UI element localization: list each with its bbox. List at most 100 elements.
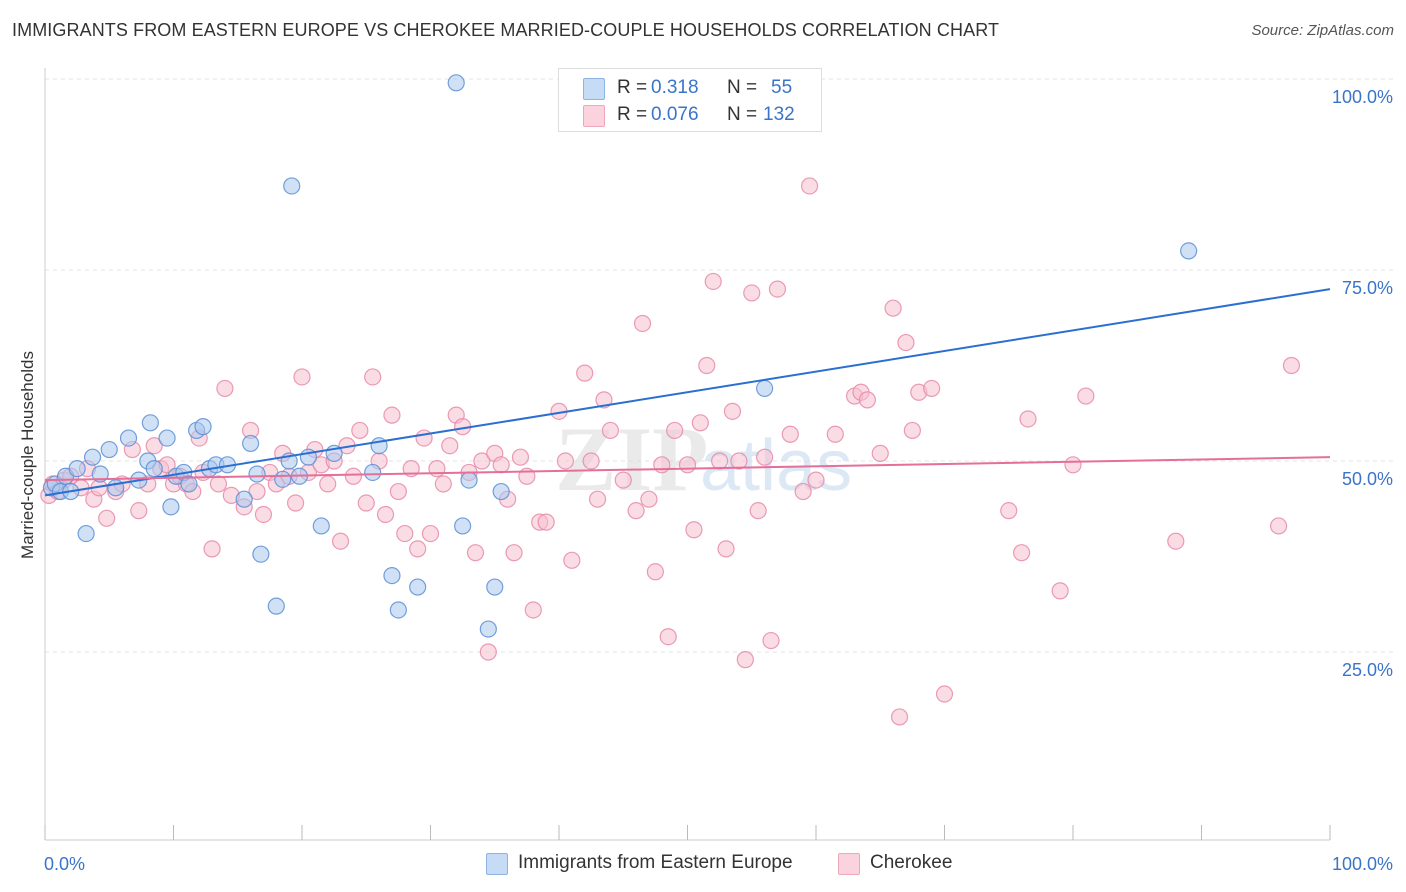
data-point <box>389 482 407 501</box>
legend-r-label: R = <box>617 104 648 125</box>
data-point <box>91 465 109 483</box>
data-point <box>396 524 414 543</box>
data-point <box>653 456 671 474</box>
y-tick-label: 100.0% <box>1332 87 1393 107</box>
data-point <box>180 475 198 493</box>
data-point <box>685 521 703 539</box>
data-point <box>492 482 510 501</box>
axes <box>44 68 1331 841</box>
data-point <box>415 429 433 447</box>
legend-r-value: 0.076 <box>651 104 699 125</box>
data-point <box>884 299 902 317</box>
data-point <box>447 74 465 92</box>
data-point <box>441 437 459 455</box>
data-point <box>723 402 742 420</box>
data-point <box>434 475 452 493</box>
data-point <box>736 651 754 669</box>
data-point <box>659 628 677 646</box>
data-point <box>755 379 774 398</box>
data-point <box>858 391 877 409</box>
data-point <box>466 544 485 562</box>
data-point <box>871 444 889 462</box>
data-point <box>1282 356 1301 375</box>
data-point <box>162 498 180 516</box>
data-point <box>627 502 645 520</box>
data-point <box>1064 456 1082 474</box>
bottom-legend-label: Immigrants from Eastern Europe <box>518 852 793 873</box>
y-tick-label: 75.0% <box>1342 278 1393 298</box>
data-point <box>1180 242 1198 260</box>
data-point <box>252 545 270 563</box>
data-point <box>576 364 594 382</box>
data-point <box>421 524 440 543</box>
data-point <box>364 368 382 386</box>
data-point <box>351 421 369 440</box>
data-point <box>646 563 664 581</box>
data-point <box>98 509 116 527</box>
data-point <box>248 465 266 483</box>
y-tick-label: 50.0% <box>1342 469 1393 489</box>
cherokee-points <box>40 177 1301 726</box>
x-tick-label: 100.0% <box>1332 854 1393 874</box>
data-point <box>293 368 311 386</box>
data-point <box>1269 517 1288 535</box>
data-point <box>492 456 510 474</box>
data-point <box>890 708 909 726</box>
data-point <box>511 448 530 466</box>
data-point <box>158 429 176 447</box>
data-point <box>68 460 86 478</box>
data-point <box>141 414 159 432</box>
data-point <box>274 470 292 488</box>
data-point <box>344 467 362 485</box>
trend-lines <box>44 288 1331 497</box>
legend-n-value: 132 <box>763 104 795 125</box>
data-point <box>486 578 504 596</box>
legend-swatch-pink <box>583 105 605 127</box>
data-point <box>242 434 260 453</box>
data-point <box>935 685 954 703</box>
data-point <box>524 601 542 619</box>
data-point <box>614 471 632 489</box>
data-point <box>711 452 729 470</box>
data-point <box>357 494 375 512</box>
data-point <box>283 177 301 195</box>
data-point <box>130 502 148 520</box>
data-point <box>666 421 684 440</box>
data-point <box>235 490 253 508</box>
legend-r-value: 0.318 <box>651 77 699 98</box>
data-point <box>768 280 787 298</box>
data-point <box>781 425 799 443</box>
data-point <box>267 597 285 615</box>
data-point <box>1012 544 1031 562</box>
data-point <box>595 391 613 409</box>
data-point <box>826 425 844 443</box>
data-point <box>145 460 163 478</box>
data-point <box>749 502 767 520</box>
legend-n-label: N = <box>727 77 758 98</box>
data-point <box>762 631 780 650</box>
data-point <box>698 356 716 375</box>
data-point <box>460 471 478 489</box>
data-point <box>479 620 497 638</box>
y-tick-label: 25.0% <box>1342 660 1393 680</box>
data-point <box>807 471 825 489</box>
data-point <box>640 490 658 508</box>
data-point <box>704 272 722 291</box>
data-point <box>364 463 382 482</box>
data-point <box>563 551 581 569</box>
legend-n-value: 55 <box>771 77 793 98</box>
data-point <box>312 517 330 535</box>
data-point <box>1167 532 1185 550</box>
data-point <box>145 437 163 455</box>
data-point <box>691 414 709 432</box>
data-point <box>194 418 212 436</box>
data-point <box>601 421 620 440</box>
data-point <box>319 475 337 493</box>
chart-title: IMMIGRANTS FROM EASTERN EUROPE VS CHEROK… <box>12 20 1000 40</box>
data-point <box>897 333 915 352</box>
data-point <box>286 494 305 512</box>
data-point <box>582 452 600 470</box>
data-point <box>100 440 118 459</box>
data-point <box>389 601 407 619</box>
data-point <box>409 578 427 596</box>
